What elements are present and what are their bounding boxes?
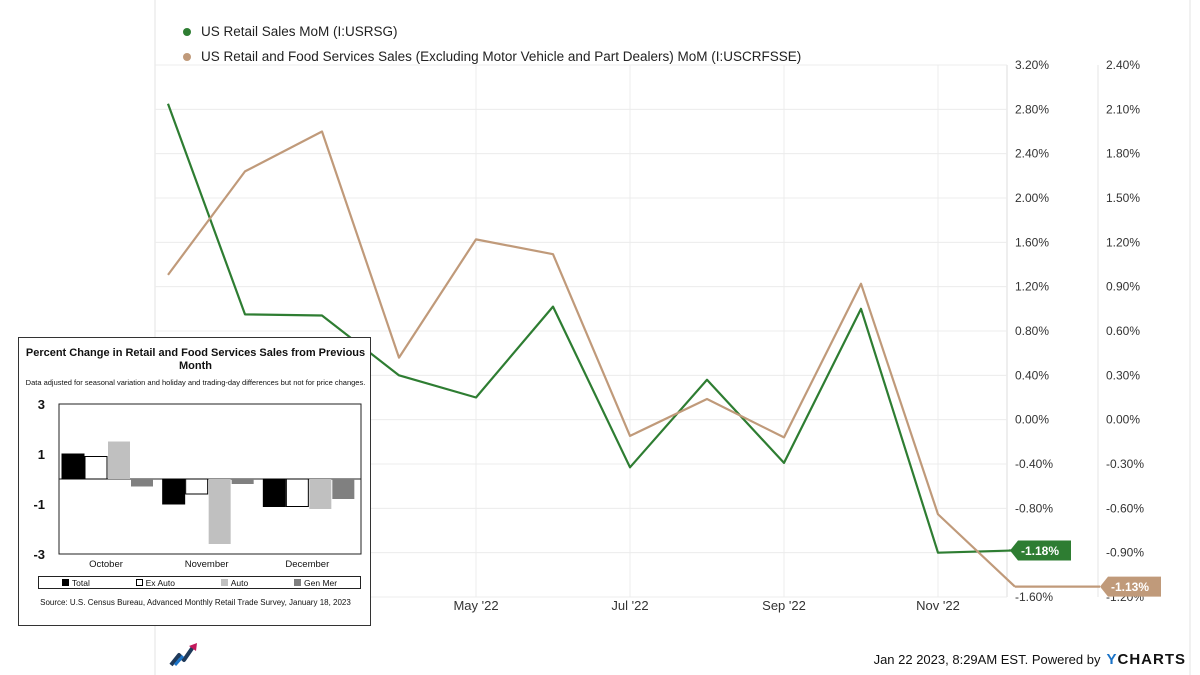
legend-marker [183, 52, 191, 61]
y-left-tick-label: 0.80% [1015, 324, 1049, 338]
inset-y-tick-label: -1 [33, 497, 45, 512]
inset-bar [285, 478, 309, 507]
y-left-tick-label: 2.00% [1015, 191, 1049, 205]
y-left-tick-label: -0.40% [1015, 457, 1053, 471]
inset-plot: 3 1 -1 -3 October November December [33, 397, 362, 570]
inset-bar [309, 479, 332, 509]
y-right-tick-label: -0.30% [1106, 457, 1144, 471]
inset-legend-total: Total [61, 577, 90, 588]
legend-label: US Retail and Food Services Sales (Exclu… [201, 49, 802, 64]
last-value-badge [1010, 540, 1071, 561]
inset-legend: Total Ex Auto Auto Gen Mer [38, 576, 361, 589]
y-right-tick-label: 0.00% [1106, 413, 1140, 427]
inset-bar [84, 456, 108, 480]
inset-category-label: November [185, 559, 229, 570]
swatch [220, 579, 228, 586]
inset-bar-chart: Percent Change in Retail and Food Servic… [18, 337, 371, 626]
inset-y-tick-label: -3 [33, 547, 45, 562]
inset-bar [262, 478, 286, 507]
inset-legend-label: Gen Mer [304, 577, 338, 588]
brand-rest: CHARTS [1117, 651, 1186, 668]
inset-y-tick-label: 1 [38, 447, 45, 462]
inset-bar [332, 479, 355, 499]
y-right-tick-label: 0.60% [1106, 324, 1140, 338]
y-right-tick-label: 2.10% [1106, 102, 1140, 116]
y-left-tick-label: 0.00% [1015, 413, 1049, 427]
y-left-tick-label: 2.80% [1015, 102, 1049, 116]
legend-label: US Retail Sales MoM (I:USRSG) [201, 24, 398, 39]
legend-item-series-2[interactable]: US Retail and Food Services Sales (Exclu… [183, 44, 801, 69]
series-line-1 [166, 103, 1016, 554]
brand-prefix: Y [1106, 651, 1118, 668]
x-tick-label: May '22 [453, 598, 498, 613]
inset-legend-gen-mer: Gen Mer [294, 578, 337, 588]
swatch [61, 579, 69, 586]
inset-legend-label: Auto [230, 577, 249, 588]
x-tick-label: Sep '22 [762, 598, 806, 613]
inset-bar [185, 478, 209, 495]
inset-legend-auto: Auto [220, 577, 249, 588]
y-right-tick-label: 2.40% [1106, 58, 1140, 72]
y-right-tick-label: 1.80% [1106, 147, 1140, 161]
y-left-tick-label: 1.20% [1015, 280, 1049, 294]
inset-bar [131, 479, 153, 487]
y-right-tick-label: 1.50% [1106, 191, 1140, 205]
inset-category-label: December [285, 559, 329, 570]
y-right-tick-label: 0.90% [1106, 280, 1140, 294]
inset-category-label: October [89, 559, 123, 570]
y-left-tick-label: 3.20% [1015, 58, 1049, 72]
last-value-label: -1.18% [1021, 544, 1059, 558]
swatch [294, 579, 302, 586]
inset-title: Percent Change in Retail and Food Servic… [25, 347, 366, 372]
inset-legend-label: Total [71, 577, 90, 588]
y-right-tick-label: -0.60% [1106, 501, 1144, 515]
y-right-tick-label: 1.20% [1106, 235, 1140, 249]
y-right-tick-label: -0.90% [1106, 546, 1144, 560]
inset-legend-label: Ex Auto [145, 577, 175, 588]
inset-y-tick-label: 3 [38, 397, 45, 412]
y-right-tick-label: 0.30% [1106, 368, 1140, 382]
x-tick-label: Nov '22 [916, 598, 960, 613]
inset-legend-ex-auto: Ex Auto [135, 577, 175, 588]
y-left-tick-label: 1.60% [1015, 235, 1049, 249]
last-value-badge [1100, 576, 1161, 597]
series-line-2 [167, 130, 1016, 588]
ycharts-brand[interactable]: YCHARTS [1106, 651, 1186, 668]
y-left-tick-label: 0.40% [1015, 368, 1049, 382]
legend-item-series-1[interactable]: US Retail Sales MoM (I:USRSG) [183, 19, 801, 44]
y-left-tick-label: 2.40% [1015, 147, 1049, 161]
inset-bar [108, 441, 130, 479]
last-value-label: -1.13% [1111, 580, 1149, 594]
y-left-tick-label: -1.60% [1015, 590, 1053, 604]
inset-bar [231, 479, 254, 484]
footer-attribution: Jan 22 2023, 8:29AM EST. Powered by YCHA… [874, 651, 1186, 668]
legend-marker [183, 27, 191, 36]
swatch [135, 579, 143, 586]
chart-legend: US Retail Sales MoM (I:USRSG) US Retail … [183, 19, 801, 69]
inset-bar [162, 478, 186, 505]
inset-source: Source: U.S. Census Bureau, Advanced Mon… [40, 598, 351, 607]
y-left-tick-label: -0.80% [1015, 501, 1053, 515]
inset-bar [61, 453, 85, 480]
inset-subtitle: Data adjusted for seasonal variation and… [25, 378, 366, 387]
x-tick-label: Jul '22 [611, 598, 648, 613]
footer-timestamp: Jan 22 2023, 8:29AM EST. Powered by [873, 652, 1101, 667]
ycharts-logo-icon [169, 641, 203, 672]
inset-bar [208, 479, 231, 544]
